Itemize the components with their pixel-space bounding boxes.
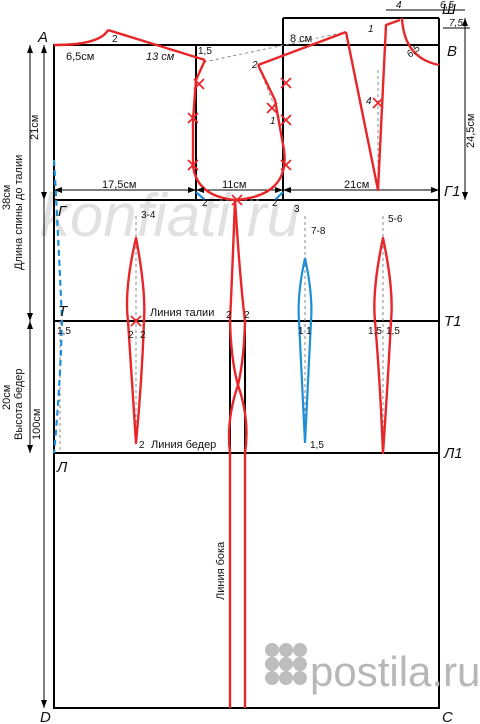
front-rise: 24,5см: [465, 114, 477, 148]
mark-front-neck-1: 1: [368, 24, 374, 35]
armhole-depth: 21см: [29, 115, 41, 140]
base-rectangle: [53, 44, 440, 709]
watermark: konfiati.ru: [40, 182, 300, 249]
front-shoulder: [257, 30, 347, 67]
point-T: Т: [58, 303, 69, 320]
point-B: B: [447, 43, 457, 60]
point-A: A: [37, 29, 48, 46]
point-G1: Г1: [444, 183, 461, 200]
front-center-dart: [297, 257, 313, 444]
numeric-marks: 2 1,5 2 1 1 4 2 2 3 3-4 7-8 5-6 1,5 2 2 …: [57, 24, 403, 451]
mark-armhole-1: 1: [270, 116, 276, 127]
dimension-rails: [29, 9, 470, 708]
point-labels: A B Ш Г Г1 Т Т1 Л Л1 D C: [37, 1, 463, 724]
dart-7-8: 7-8: [311, 226, 326, 237]
waist-15-left: 1,5: [57, 326, 71, 337]
hip-15: 1,5: [310, 440, 324, 451]
side-2-left: 2: [226, 310, 232, 321]
front-armhole: [234, 64, 286, 202]
back-armhole: [191, 59, 236, 202]
side-2-right: 2: [244, 310, 250, 321]
side-seam-back: [228, 199, 248, 708]
mark-armhole-2: 2: [251, 60, 258, 71]
point-D: D: [40, 709, 51, 724]
front-neck-width: 6,5: [440, 0, 454, 11]
armhole-bottom-left: [195, 191, 206, 201]
waist-15-front-right: 1,5: [386, 326, 400, 337]
waist-1-right: 1: [306, 326, 312, 337]
dart-5-6: 5-6: [388, 214, 403, 225]
postila-logo: postila.ru: [265, 643, 480, 695]
front-neckline: [400, 17, 440, 67]
front-neck-top: 4: [396, 0, 402, 11]
point-C: C: [442, 709, 453, 724]
hip-line-label: Линия бедер: [151, 439, 216, 451]
back-waist-dart: [125, 236, 146, 445]
point-T1: Т1: [444, 313, 462, 330]
front-shoulder-slope: 8 см: [290, 33, 312, 45]
hip-height-label: Высота бедер: [13, 368, 25, 440]
logo-text: postila.ru: [310, 648, 480, 695]
mark-armhole-bl-2: 2: [202, 198, 208, 209]
armhole-width: 11см: [222, 179, 246, 191]
point-L: Л: [56, 459, 68, 476]
pattern-lines: [53, 17, 440, 708]
armhole-bottom-right: [274, 191, 284, 201]
mark-front-4: 4: [366, 96, 372, 107]
hip-2: 2: [139, 440, 145, 451]
front-neck-depth: 7,5: [449, 18, 463, 29]
point-Sh: Ш: [442, 1, 456, 18]
mark-armhole-br-2: 2: [272, 198, 278, 209]
back-shoulder: [107, 28, 206, 62]
back-neckline: [53, 29, 110, 47]
waist-15-front-left: 1,5: [368, 326, 382, 337]
mark-3: 3: [294, 204, 300, 215]
waist-dart-2-right: 2: [140, 330, 146, 341]
logo-icon: [265, 643, 307, 685]
mark-neck-2: 2: [112, 34, 118, 45]
back-length-label: Длина спины до талии: [13, 155, 25, 270]
cross-marks: [130, 77, 384, 327]
total-length: 100см: [31, 409, 43, 440]
mark-shoulder-15: 1,5: [198, 46, 212, 57]
back-length-total: 38см: [1, 185, 13, 210]
chest-front-width: 21см: [344, 179, 369, 191]
front-waist-dart: [373, 236, 393, 455]
line-captions: Линия талии Линия бедер Линия бока: [150, 307, 227, 600]
arrow-heads: [27, 18, 468, 708]
side-seam-front: [227, 199, 247, 708]
back-center-line: [52, 159, 64, 454]
back-shoulder-length: 13 см: [146, 51, 175, 63]
back-neck-width: 6,5см: [66, 51, 94, 63]
waist-dart-2-left: 2: [128, 330, 134, 341]
point-L1: Л1: [443, 445, 463, 462]
dart-3-4: 3-4: [141, 210, 156, 221]
measurement-labels: 6,5см 13 см 17,5см 11см 21см 8 см 4 6,5 …: [1, 0, 477, 440]
waist-1-left: 1: [298, 326, 304, 337]
point-G: Г: [58, 203, 68, 220]
hip-height-value: 20см: [1, 385, 13, 410]
chest-back-width: 17,5см: [102, 179, 136, 191]
side-line-label: Линия бока: [215, 541, 227, 600]
auxiliary-lines: [59, 31, 384, 453]
waist-line-label: Линия талии: [150, 307, 214, 319]
blue-lines: [52, 159, 313, 454]
